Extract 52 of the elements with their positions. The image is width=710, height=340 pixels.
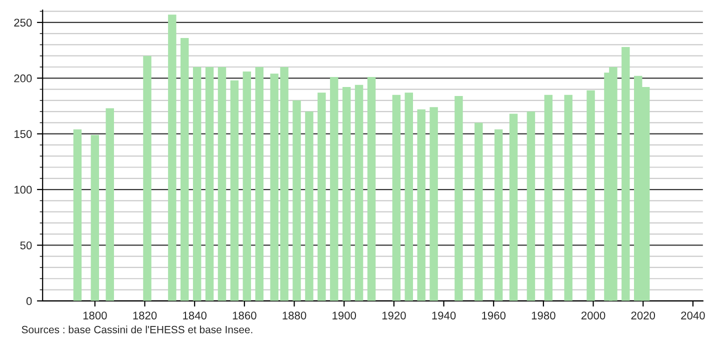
bar	[474, 122, 483, 301]
bar	[544, 94, 553, 301]
y-tick-label: 150	[14, 130, 32, 138]
bar	[192, 67, 202, 301]
x-tick-label: 1880	[282, 312, 306, 320]
x-tick-label: 1960	[482, 312, 506, 320]
y-tick-label: 0	[26, 297, 32, 306]
bar	[255, 67, 264, 301]
bar	[242, 71, 252, 301]
bar	[205, 67, 214, 301]
bar	[143, 56, 152, 301]
bar	[454, 96, 463, 301]
x-tick-label: 2040	[681, 312, 705, 320]
bar	[318, 92, 326, 301]
x-tick-label: 1900	[332, 312, 356, 320]
x-tick-label: 1800	[83, 312, 107, 320]
bar	[564, 94, 572, 301]
source-note: Sources : base Cassini de l'EHESS et base Insee.	[22, 326, 252, 334]
bar	[586, 90, 595, 301]
bar	[73, 129, 82, 301]
bar	[342, 87, 351, 301]
x-tick-label: 1940	[432, 312, 456, 320]
y-tick-label: 100	[14, 186, 32, 194]
bar	[417, 109, 426, 301]
x-tick-label: 1820	[133, 312, 157, 320]
bar	[526, 112, 536, 301]
bar	[622, 46, 630, 301]
x-tick-label: 2000	[581, 312, 606, 320]
x-tick-label: 1840	[183, 312, 207, 320]
y-tick-label: 250	[14, 18, 32, 27]
bar	[180, 38, 189, 301]
y-tick-label: 200	[14, 74, 32, 82]
bar	[367, 77, 376, 301]
bar	[404, 92, 413, 301]
x-tick-label: 1980	[532, 312, 556, 320]
bar	[168, 14, 176, 301]
bar	[354, 84, 364, 301]
y-tick-label: 50	[20, 241, 32, 250]
bar	[509, 114, 518, 301]
bar	[230, 80, 239, 301]
bar	[218, 67, 226, 301]
bar	[330, 77, 338, 301]
x-tick-label: 1860	[232, 312, 256, 320]
x-tick-label: 2020	[631, 312, 656, 320]
bar	[392, 94, 401, 301]
bar	[292, 100, 301, 301]
bar	[90, 134, 100, 301]
bar	[430, 107, 438, 301]
x-tick-label: 1920	[382, 312, 406, 320]
bar	[305, 112, 314, 301]
bar	[494, 129, 503, 301]
bar	[106, 108, 114, 301]
